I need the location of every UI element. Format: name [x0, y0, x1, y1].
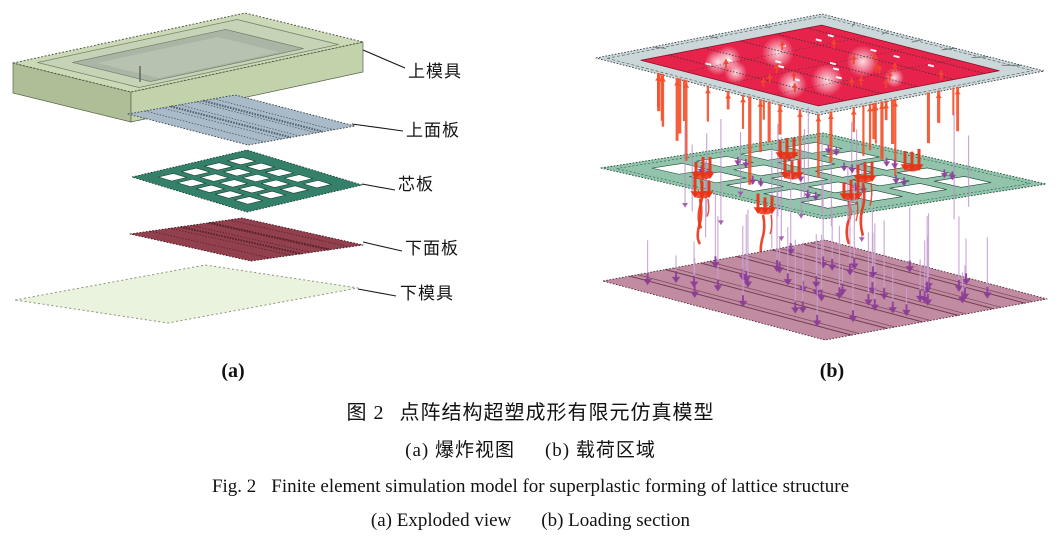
figure-caption: 图 2 点阵结构超塑成形有限元仿真模型 (a) 爆炸视图 (b) 载荷区域 Fig.… — [0, 392, 1061, 530]
upper-die-shape — [12, 12, 364, 123]
label-leader-lines — [351, 49, 406, 297]
caption-zh-fig-label: 图 2 — [346, 402, 385, 424]
panel-a-exploded-view — [12, 12, 406, 324]
lower-die-shape — [14, 264, 359, 324]
caption-en-title-text: Finite element simulation model for supe… — [271, 476, 850, 497]
layer-label-upper-face-sheet: 上面板 — [406, 121, 460, 140]
layer-label-lower-die: 下模具 — [400, 284, 454, 303]
caption-en-title: Fig. 2 Finite element simulation model fo… — [0, 477, 1061, 496]
caption-en-sub-a: (a) Exploded view — [370, 510, 512, 531]
caption-zh-title: 图 2 点阵结构超塑成形有限元仿真模型 — [0, 403, 1061, 423]
top-blank-plate-shape — [595, 13, 1045, 116]
panel-a-tag: (a) — [221, 360, 245, 382]
caption-zh-title-text: 点阵结构超塑成形有限元仿真模型 — [399, 402, 715, 424]
layer-label-upper-die: 上模具 — [408, 62, 462, 81]
caption-en-fig-label: Fig. 2 — [211, 476, 257, 497]
lower-load-arrows — [643, 173, 992, 327]
lower-face-sheet-shape — [129, 217, 364, 262]
core-load-arrows — [682, 107, 970, 270]
figure-canvas: 上模具 上面板 芯板 下面板 下模具 (a) (b) — [12, 12, 1048, 382]
caption-zh-subcaption: (a) 爆炸视图 (b) 载荷区域 — [0, 441, 1061, 460]
layer-label-lower-face-sheet: 下面板 — [405, 239, 459, 258]
caption-en-subcaption: (a) Exploded view (b) Loading section — [0, 511, 1061, 530]
lower-plate-shape — [602, 239, 1048, 341]
panel-b-loading-section — [595, 13, 1048, 341]
caption-zh-sub-b: (b) 载荷区域 — [544, 440, 656, 461]
core-sheet-shape — [131, 149, 363, 213]
caption-en-sub-b: (b) Loading section — [541, 510, 691, 531]
pressure-load-arrows — [655, 72, 961, 185]
panel-b-tag: (b) — [819, 360, 845, 382]
upper-face-sheet-shape — [127, 94, 356, 146]
layer-label-core-sheet: 芯板 — [398, 175, 434, 194]
caption-zh-sub-a: (a) 爆炸视图 — [405, 440, 515, 461]
